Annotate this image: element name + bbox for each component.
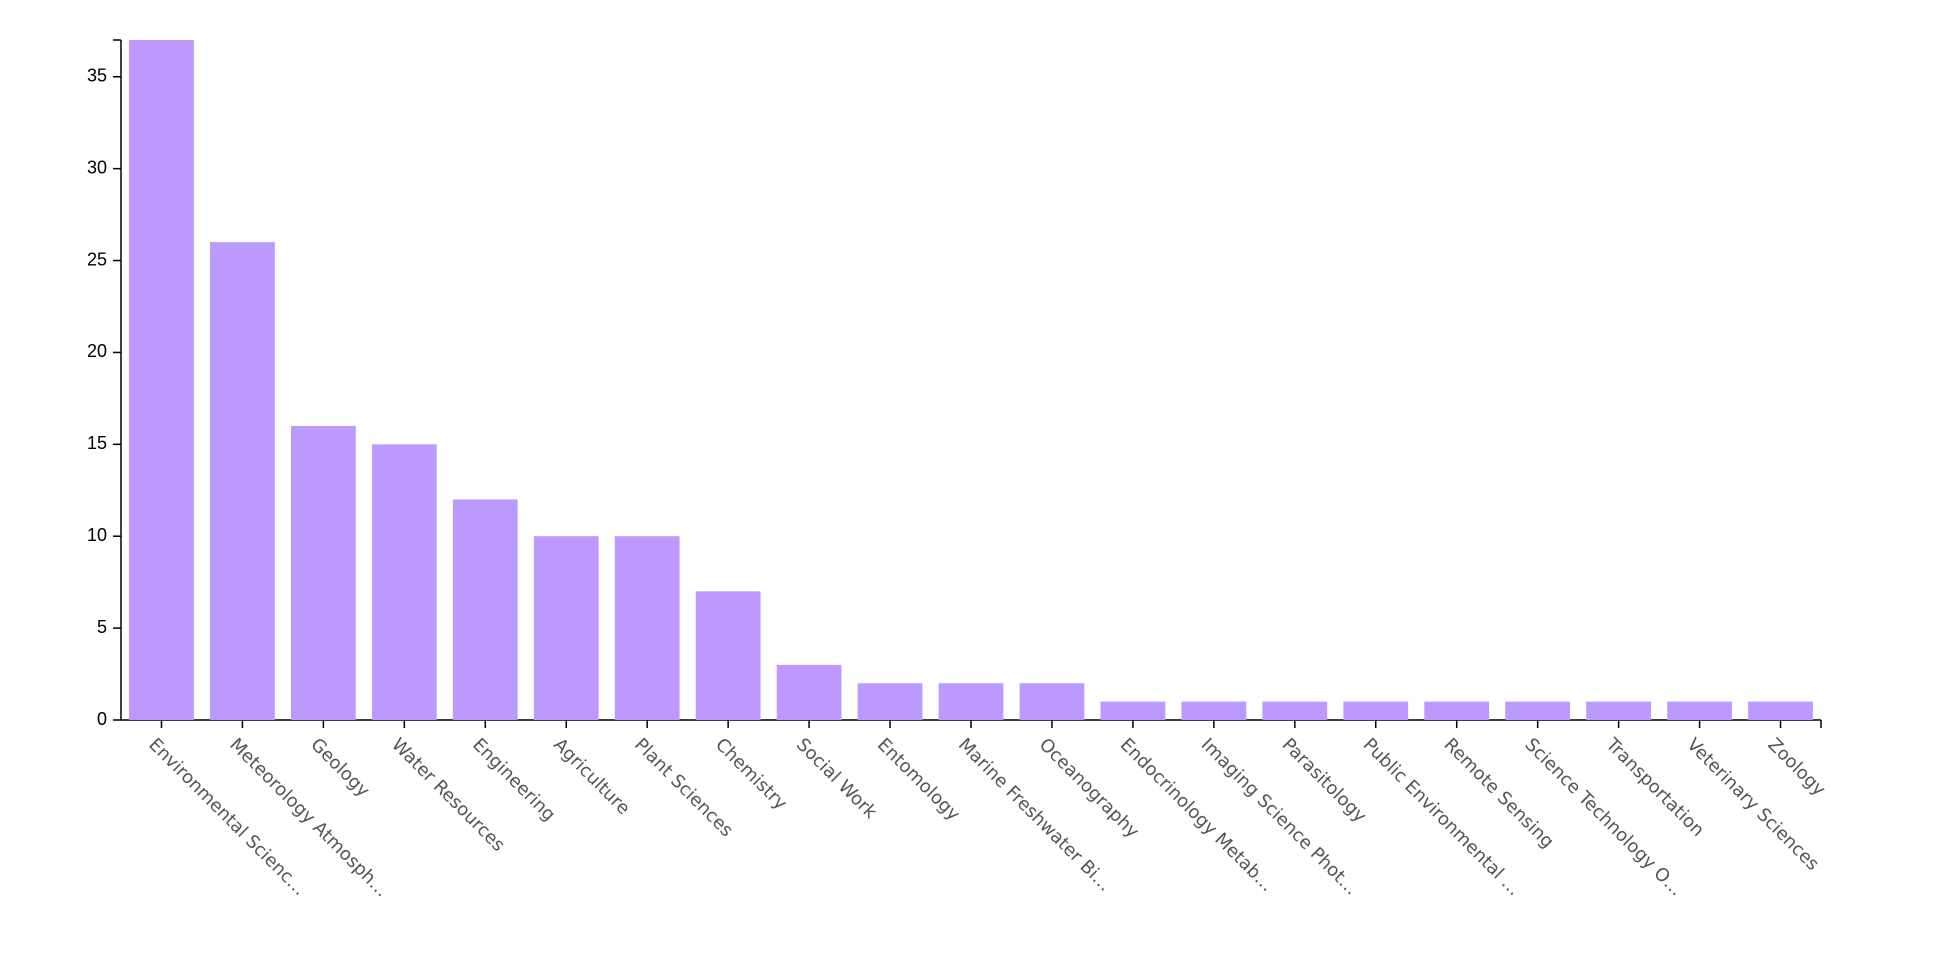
- bar: [695, 591, 761, 720]
- bar: [1748, 701, 1813, 720]
- y-tick-label: 10: [87, 525, 107, 545]
- bar: [938, 683, 1004, 720]
- bar: [210, 242, 275, 720]
- y-tick-label: 30: [87, 157, 107, 177]
- y-tick-label: 25: [87, 249, 107, 269]
- bar: [776, 664, 842, 720]
- bar: [857, 683, 923, 720]
- bar: [614, 536, 680, 720]
- bar: [533, 536, 599, 720]
- x-tick-label: Zoology: [1763, 734, 1829, 800]
- x-tick-label: Veterinary Sciences: [1683, 734, 1824, 875]
- x-tick-label: Chemistry: [711, 734, 791, 814]
- bar: [452, 499, 518, 720]
- x-tick-label: Imaging Science Phot…: [1197, 734, 1362, 899]
- bar: [1181, 701, 1247, 720]
- y-tick-label: 35: [87, 66, 107, 86]
- x-tick-label: Meteorology Atmosph…: [225, 734, 392, 901]
- bar: [291, 425, 356, 720]
- bar: [1586, 701, 1651, 720]
- x-tick-label: Engineering: [468, 734, 559, 825]
- y-tick-label: 5: [97, 617, 107, 637]
- x-tick-label: Marine Freshwater Bi…: [954, 734, 1116, 896]
- bar: [371, 444, 437, 720]
- y-tick-label: 20: [87, 341, 107, 361]
- bar: [1667, 701, 1732, 720]
- bar: [1343, 701, 1409, 720]
- x-tick-label: Agriculture: [549, 734, 634, 819]
- x-tick-label: Geology: [306, 734, 374, 802]
- bar: [1424, 701, 1490, 720]
- x-tick-label: Endocrinology Metab…: [1116, 734, 1278, 896]
- bar: [1019, 683, 1085, 720]
- x-tick-label: Public Environmental …: [1359, 734, 1525, 900]
- bar: [1262, 701, 1328, 720]
- x-tick-label: Science Technology O…: [1521, 734, 1687, 900]
- x-tick-label: Environmental Scienc…: [144, 734, 310, 900]
- x-tick-label: Social Work: [792, 734, 881, 823]
- bar: [129, 40, 194, 720]
- x-tick-label: Entomology: [873, 734, 964, 825]
- y-tick-label: 15: [87, 433, 107, 453]
- bar: [1100, 701, 1166, 720]
- y-tick-label: 0: [97, 709, 107, 729]
- bar: [1505, 701, 1571, 720]
